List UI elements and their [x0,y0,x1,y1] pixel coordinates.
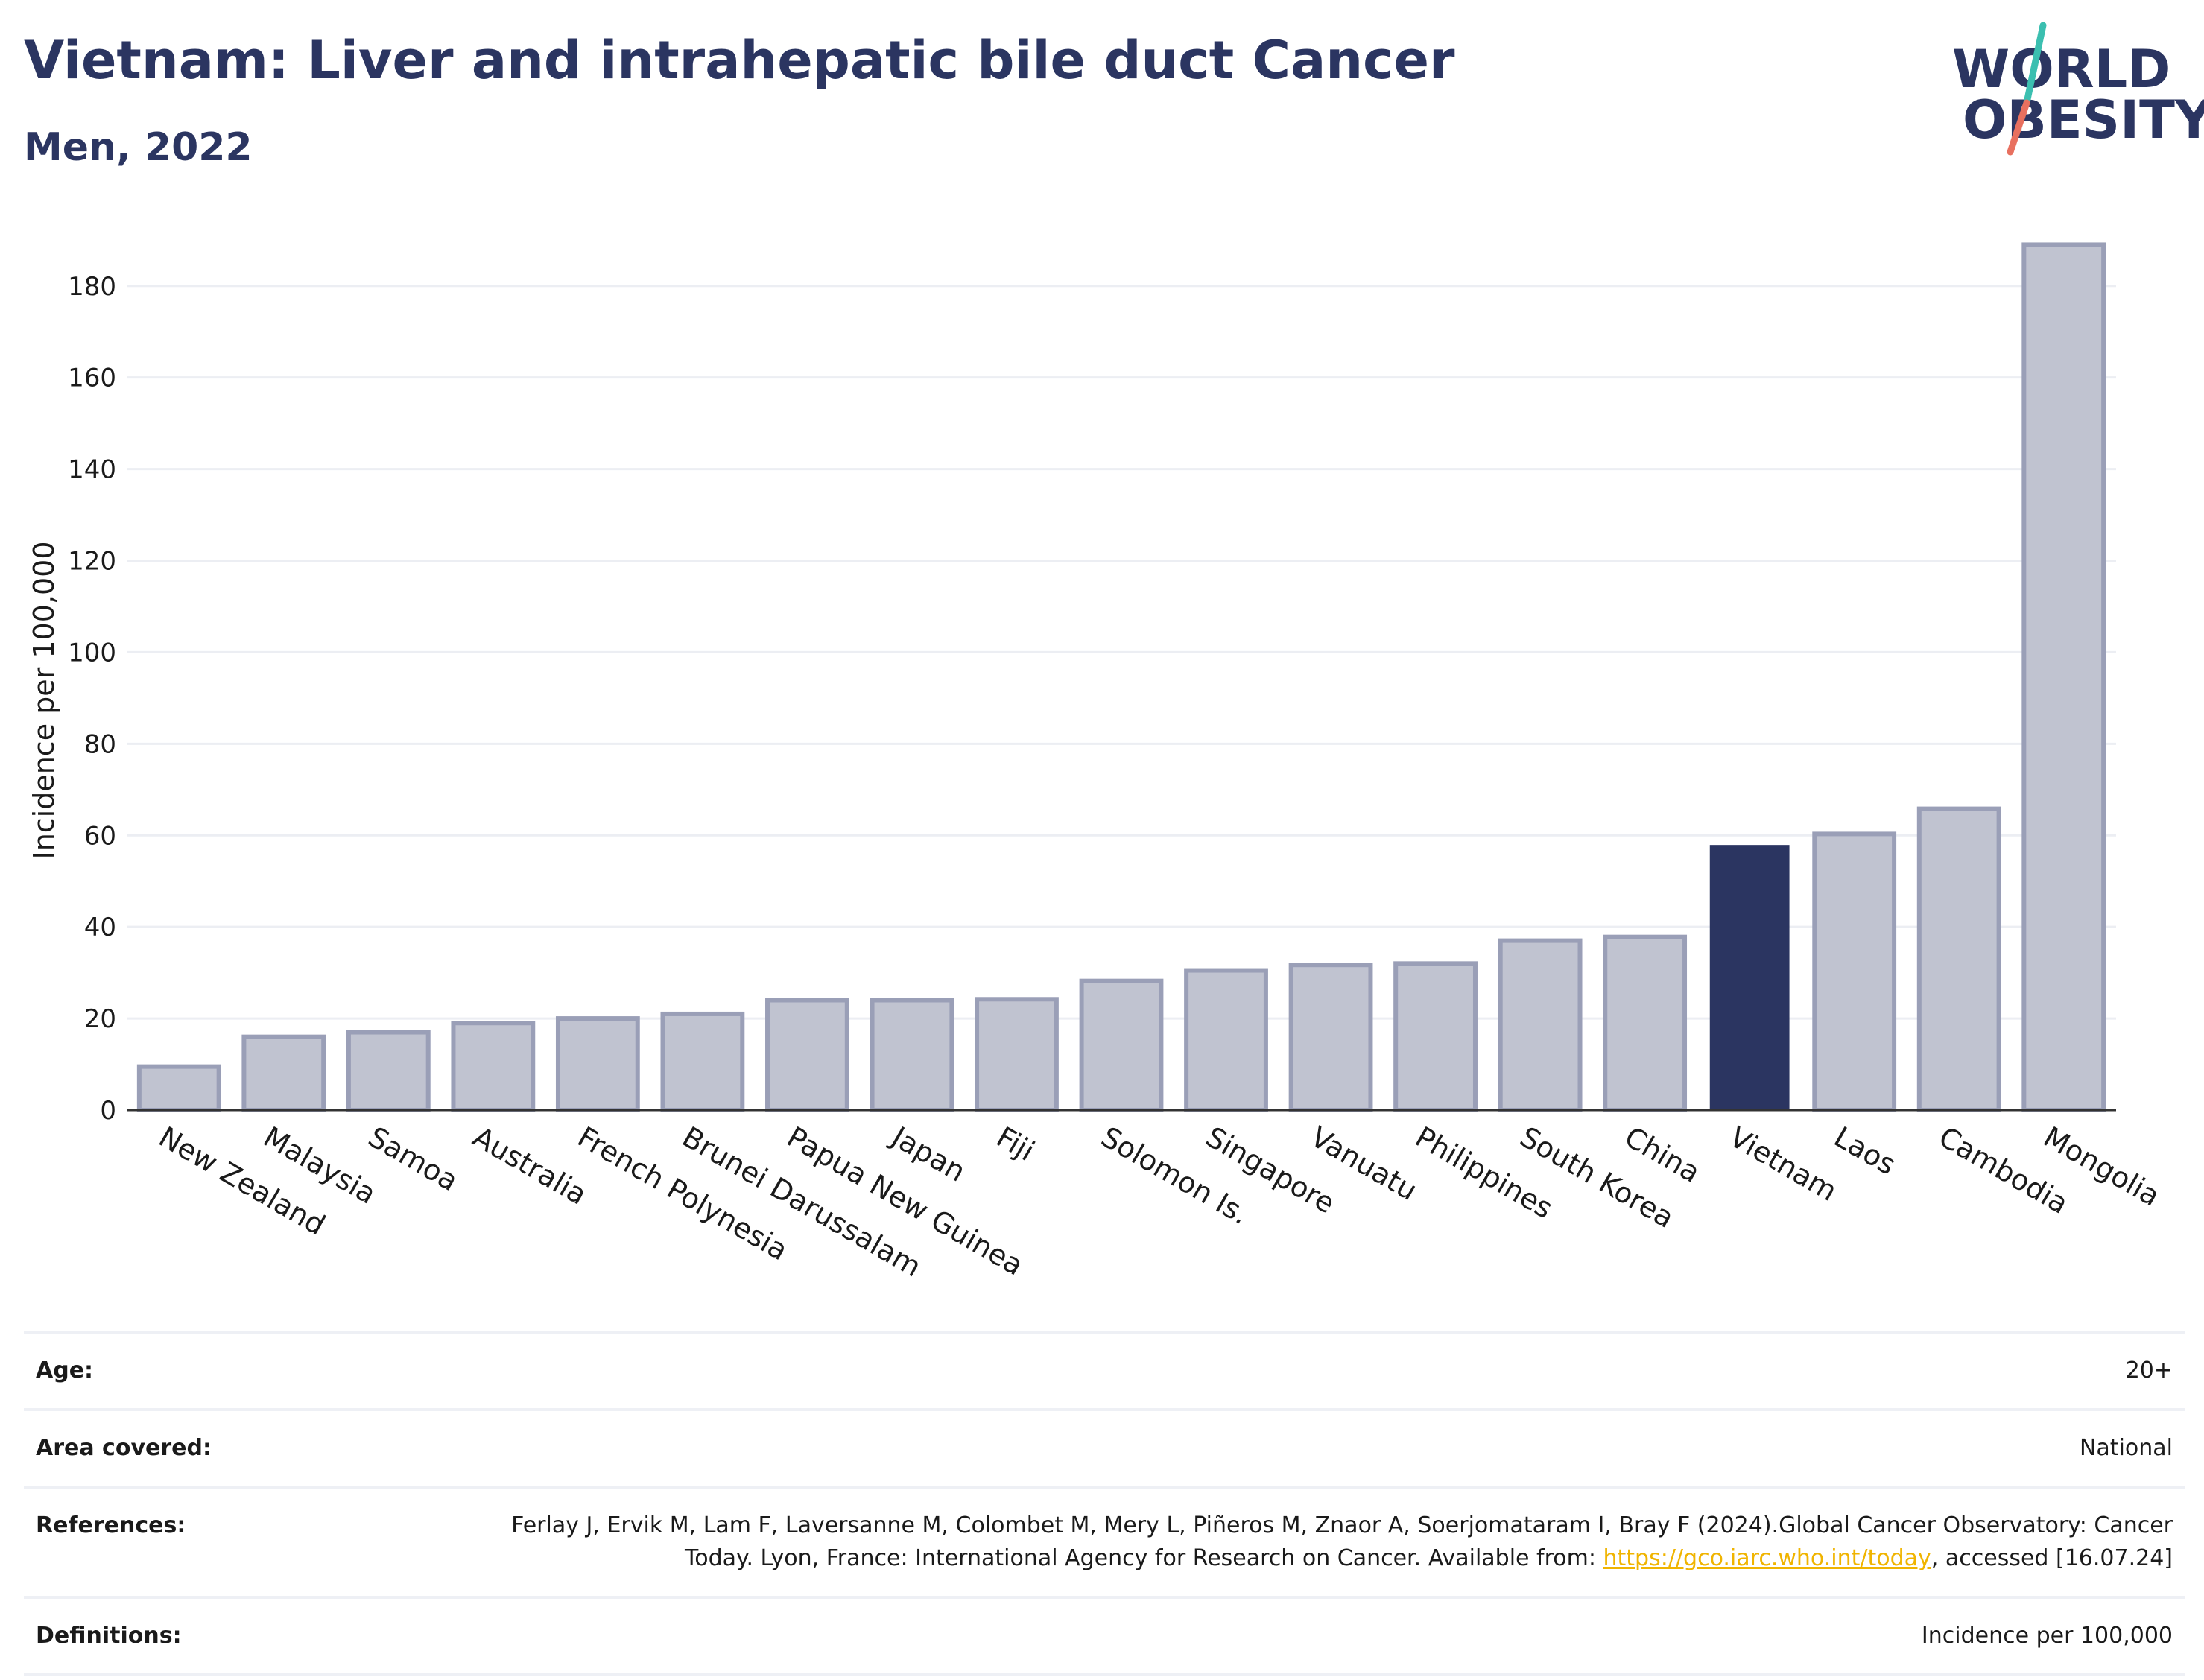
logo-slash-icon [2007,22,2047,156]
bar-vanuatu [1288,963,1373,1113]
x-tick-label: Fiji [991,1120,1040,1167]
bar-cambodia [1916,806,2001,1113]
references-link[interactable]: https://gco.iarc.who.int/today [1603,1545,1931,1571]
x-tick-label: Australia [467,1120,592,1211]
chart-subtitle: Men, 2022 [24,125,253,170]
y-axis-ticks: 0 20 40 60 80 100 120 140 160 180 [68,272,116,1126]
area-value: National [2079,1435,2173,1461]
y-tick-label: 100 [68,638,116,668]
chart-title: Vietnam: Liver and intrahepatic bile duc… [24,30,1455,91]
y-tick-label: 40 [84,913,116,942]
references-label: References: [36,1512,186,1538]
info-table: Age: 20+ Area covered: National Referenc… [24,1331,2185,1676]
bar-new-zealand [136,1064,221,1113]
bar-laos [1812,831,1897,1112]
bar-china [1603,934,1688,1112]
y-tick-label: 160 [68,364,116,393]
bar-australia [451,1021,536,1112]
y-tick-label: 180 [68,272,116,302]
age-label: Age: [36,1357,94,1383]
bar-solomon-is [1079,978,1164,1112]
references-accessed: , accessed [16.07.24] [1931,1545,2173,1571]
bar-malaysia [241,1034,326,1112]
bar-vietnam [1709,845,1790,1110]
bar-chart: 0 20 40 60 80 100 120 140 160 180 New ZealandMala… [28,242,2165,1284]
references-text: Ferlay J, Ervik M, Lam F, Laversanne M, … [511,1512,2173,1571]
bar-south-korea [1498,938,1583,1113]
bar-japan [870,998,954,1112]
bars [136,242,2106,1113]
bar-french-polynesia [555,1016,640,1113]
references-value: Ferlay J, Ervik M, Lam F, Laversanne M, … [459,1509,2173,1575]
logo-word-world: WORLD [1952,39,2171,100]
bar-brunei-darussalam [660,1011,745,1112]
bar-mongolia [2021,242,2106,1112]
y-tick-label: 120 [68,547,116,577]
bar-papua-new-guinea [765,998,849,1112]
y-tick-label: 20 [84,1004,116,1034]
bar-fiji [975,997,1059,1113]
y-tick-label: 140 [68,455,116,485]
y-tick-label: 80 [84,729,116,759]
y-tick-label: 0 [100,1096,116,1126]
y-axis-label: Incidence per 100,000 [28,541,60,859]
area-label: Area covered: [36,1435,212,1461]
y-tick-label: 60 [84,821,116,851]
bar-philippines [1393,961,1478,1113]
x-tick-label: Laos [1828,1120,1901,1182]
definitions-value: Incidence per 100,000 [1921,1623,2173,1649]
x-tick-label: Vietnam [1724,1120,1843,1208]
gridlines [127,285,2116,1020]
bar-samoa [346,1030,431,1113]
info-row-age: Age: 20+ [24,1331,2185,1408]
definitions-label: Definitions: [36,1623,182,1649]
info-row-area: Area covered: National [24,1408,2185,1486]
world-obesity-logo: WORLD OBESITY [1945,21,2204,162]
bar-singapore [1184,968,1268,1113]
info-row-references: References: Ferlay J, Ervik M, Lam F, La… [24,1486,2185,1596]
age-value: 20+ [2125,1357,2173,1383]
logo-word-obesity: OBESITY [1963,89,2204,150]
info-row-definitions: Definitions: Incidence per 100,000 [24,1596,2185,1676]
